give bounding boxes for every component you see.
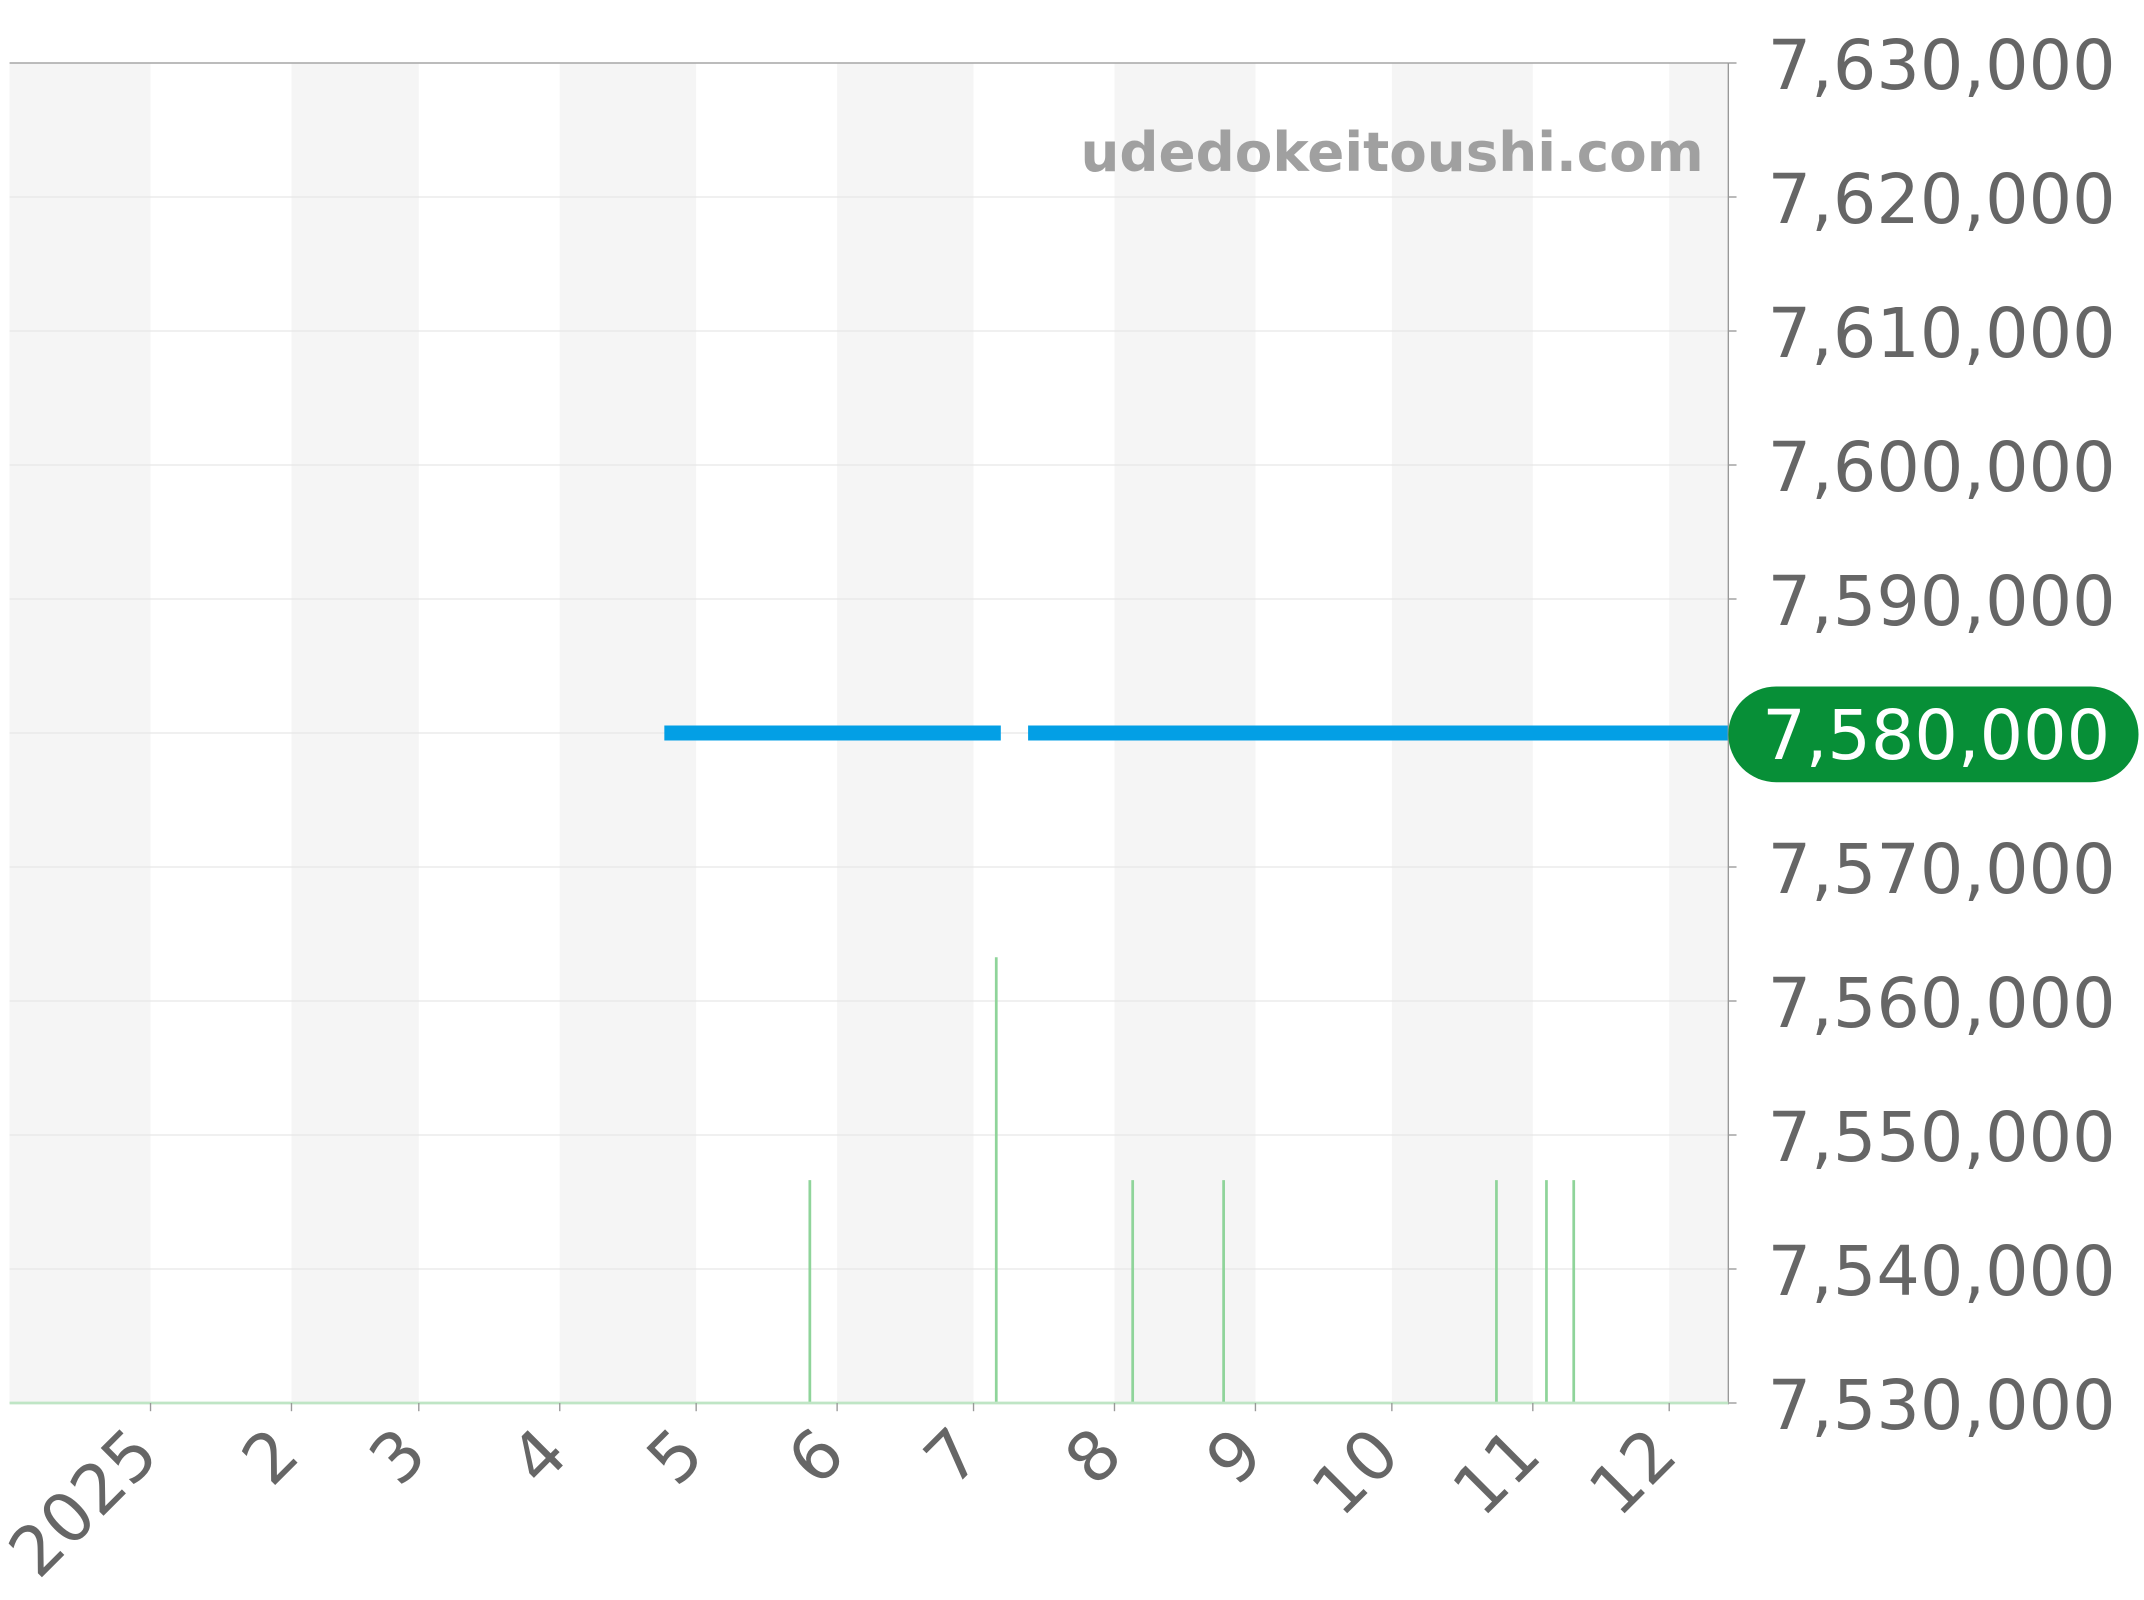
x-tick-label: 12 bbox=[1575, 1414, 1692, 1531]
y-tick-label: 7,590,000 bbox=[1768, 563, 2116, 642]
x-tick-label: 2 bbox=[228, 1414, 315, 1501]
current-price-label: 7,580,000 bbox=[1762, 697, 2110, 776]
x-tick-label: 10 bbox=[1297, 1414, 1414, 1531]
current-price-badge-bg bbox=[1728, 686, 2139, 783]
x-tick-label: 4 bbox=[496, 1414, 583, 1501]
x-tick-label: 9 bbox=[1192, 1414, 1279, 1501]
y-tick-label: 7,540,000 bbox=[1768, 1233, 2116, 1312]
x-tick-label: 6 bbox=[773, 1414, 860, 1501]
x-tick-label: 2025 bbox=[0, 1414, 173, 1593]
y-tick-label: 7,570,000 bbox=[1768, 831, 2116, 910]
x-tick-label: 11 bbox=[1438, 1414, 1555, 1531]
y-tick-label: 7,620,000 bbox=[1768, 161, 2116, 240]
x-axis-ticks: 2025 2 3 4 5 6 7 8 9 10 11 12 bbox=[0, 1403, 1692, 1593]
volume-bars bbox=[808, 957, 1576, 1403]
y-tick-label: 7,600,000 bbox=[1768, 429, 2116, 508]
x-tick-label: 3 bbox=[355, 1414, 442, 1501]
y-tick-label: 7,630,000 bbox=[1768, 27, 2116, 106]
y-tick-label: 7,560,000 bbox=[1768, 965, 2116, 1044]
watermark: udedokeitoushi.com bbox=[1080, 120, 1703, 184]
y-tick-label: 7,550,000 bbox=[1768, 1099, 2116, 1178]
x-tick-label: 8 bbox=[1051, 1414, 1138, 1501]
y-tick-label: 7,610,000 bbox=[1768, 295, 2116, 374]
x-tick-label: 7 bbox=[910, 1414, 997, 1501]
current-price-badge: 7,580,000 bbox=[1728, 686, 2139, 783]
y-axis-ticks: 7,630,000 7,620,000 7,610,000 7,600,000 7,59… bbox=[1728, 27, 2116, 1446]
y-tick-label: 7,530,000 bbox=[1768, 1367, 2116, 1446]
x-tick-label: 5 bbox=[633, 1414, 720, 1501]
